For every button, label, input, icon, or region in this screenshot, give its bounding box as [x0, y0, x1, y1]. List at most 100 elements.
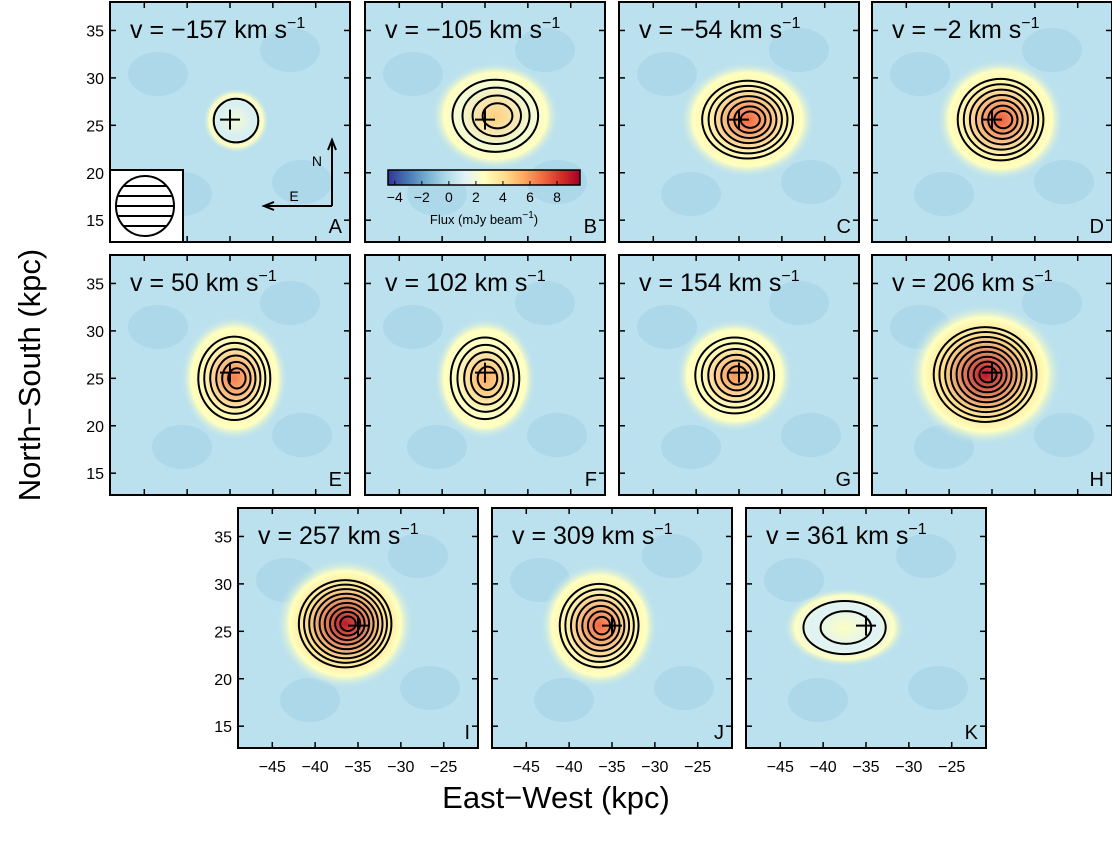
x-axis-title: East−West (kpc) [442, 780, 670, 815]
compass-north-label: N [312, 153, 322, 169]
panel-title-exp: −1 [1021, 15, 1039, 32]
colorbar-title-exp: −1 [522, 210, 534, 221]
y-tick-label: 35 [86, 23, 104, 40]
x-tick-label: −45 [513, 759, 540, 776]
panel: 15 20 25 30 35 v = −157 km s−1 A N E [86, 2, 350, 242]
compass-east-label: E [289, 188, 298, 204]
panel-title-exp: −1 [527, 268, 545, 285]
panel-title: v = 361 km s−1 [766, 521, 927, 550]
panel-title: v = 257 km s−1 [258, 521, 419, 550]
y-tick-label: 20 [86, 419, 104, 436]
panel-title-exp: −1 [908, 521, 926, 538]
panel: v = 102 km s−1 F [365, 255, 605, 495]
panel-title-exp: −1 [287, 15, 305, 32]
y-tick-label: 15 [86, 213, 104, 230]
noise-patch [788, 678, 848, 722]
y-tick-label: 25 [86, 371, 104, 388]
panel-title: v = 102 km s−1 [385, 268, 546, 297]
y-tick-label: 20 [214, 672, 232, 689]
noise-patch [914, 172, 974, 216]
panel-title: v = 154 km s−1 [639, 268, 800, 297]
x-tick-label: −45 [259, 759, 286, 776]
y-tick-label: 30 [86, 71, 104, 88]
y-tick-label: 25 [86, 118, 104, 135]
panel: −45−40−35−30−25v = 361 km s−1K [746, 508, 986, 776]
noise-patch [527, 413, 587, 457]
panel-title-text: v = −54 km s [639, 16, 782, 44]
noise-patch [781, 413, 841, 457]
y-tick-label: 35 [214, 529, 232, 546]
noise-patch [781, 160, 841, 204]
x-tick-label: −35 [598, 759, 625, 776]
panel-title: v = −54 km s−1 [639, 15, 800, 44]
emission [180, 316, 288, 441]
noise-patch [407, 425, 467, 469]
noise-patch [383, 305, 443, 349]
emission [276, 558, 415, 689]
noise-patch [1022, 28, 1082, 72]
x-tick-label: −35 [344, 759, 371, 776]
noise-patch [128, 52, 188, 96]
panel-title: v = −105 km s−1 [385, 15, 560, 44]
noise-patch [152, 425, 212, 469]
x-tick-label: −25 [430, 759, 457, 776]
y-tick-label: 30 [86, 324, 104, 341]
panel: 1520253035v = 50 km s−1E [86, 255, 350, 495]
panel-title: v = −2 km s−1 [892, 15, 1040, 44]
panel-title-text: v = −2 km s [892, 16, 1021, 44]
panel: v = −54 km s−1 C [619, 2, 859, 242]
panel-letter: E [329, 469, 342, 491]
colorbar-tick-label: −4 [387, 189, 403, 205]
figure: North−South (kpc) East−West (kpc) 15 20 25… [0, 0, 1112, 845]
noise-patch [383, 52, 443, 96]
panel-title: v = −157 km s−1 [130, 15, 305, 44]
panel-title-text: v = 361 km s [766, 522, 908, 550]
y-tick-label: 15 [86, 466, 104, 483]
colorbar-title-text: Flux (mJy beam [430, 212, 522, 227]
panel-letter: J [714, 722, 724, 744]
y-tick-label: 25 [214, 624, 232, 641]
panel-title: v = 50 km s−1 [130, 268, 277, 297]
emission [783, 588, 906, 668]
panel: −45−40−35−30−25v = 309 km s−1J [492, 508, 732, 776]
colorbar-tick-label: 6 [526, 189, 534, 205]
colorbar-title: Flux (mJy beam−1) [430, 210, 538, 227]
panel-letter: F [585, 469, 597, 491]
panel-title-text: v = 206 km s [892, 269, 1034, 297]
noise-patch [908, 666, 968, 710]
y-axis-title: North−South (kpc) [12, 249, 47, 501]
noise-patch [400, 666, 460, 710]
x-tick-label: −30 [387, 759, 414, 776]
panel-title-text: v = −105 km s [385, 16, 542, 44]
panel: v = 154 km s−1 G [619, 255, 859, 495]
y-tick-label: 20 [86, 166, 104, 183]
noise-patch [661, 172, 721, 216]
panel-letter: A [329, 216, 343, 238]
noise-patch [1034, 160, 1094, 204]
panel-letter: B [584, 216, 597, 238]
noise-patch [890, 52, 950, 96]
noise-patch [661, 425, 721, 469]
panel-title-exp: −1 [1034, 268, 1052, 285]
noise-patch [637, 52, 697, 96]
x-tick-label: −40 [810, 759, 837, 776]
panel: v = 206 km s−1H [872, 255, 1112, 495]
panel-title-text: v = 309 km s [512, 522, 654, 550]
colorbar-tick-label: 8 [553, 189, 561, 205]
panel-title-exp: −1 [400, 521, 418, 538]
x-tick-label: −30 [641, 759, 668, 776]
panel-title-exp: −1 [259, 268, 277, 285]
panel-letter: C [837, 216, 851, 238]
noise-patch [260, 281, 320, 325]
panel-letter: G [835, 469, 851, 491]
emission [676, 319, 794, 433]
panel-title-exp: −1 [781, 268, 799, 285]
colorbar-tick-label: −2 [414, 189, 430, 205]
panel-title-exp: −1 [654, 521, 672, 538]
panel-title-text: v = 154 km s [639, 269, 781, 297]
panel-letter: D [1090, 216, 1104, 238]
y-tick-label: 30 [214, 577, 232, 594]
noise-patch [128, 305, 188, 349]
